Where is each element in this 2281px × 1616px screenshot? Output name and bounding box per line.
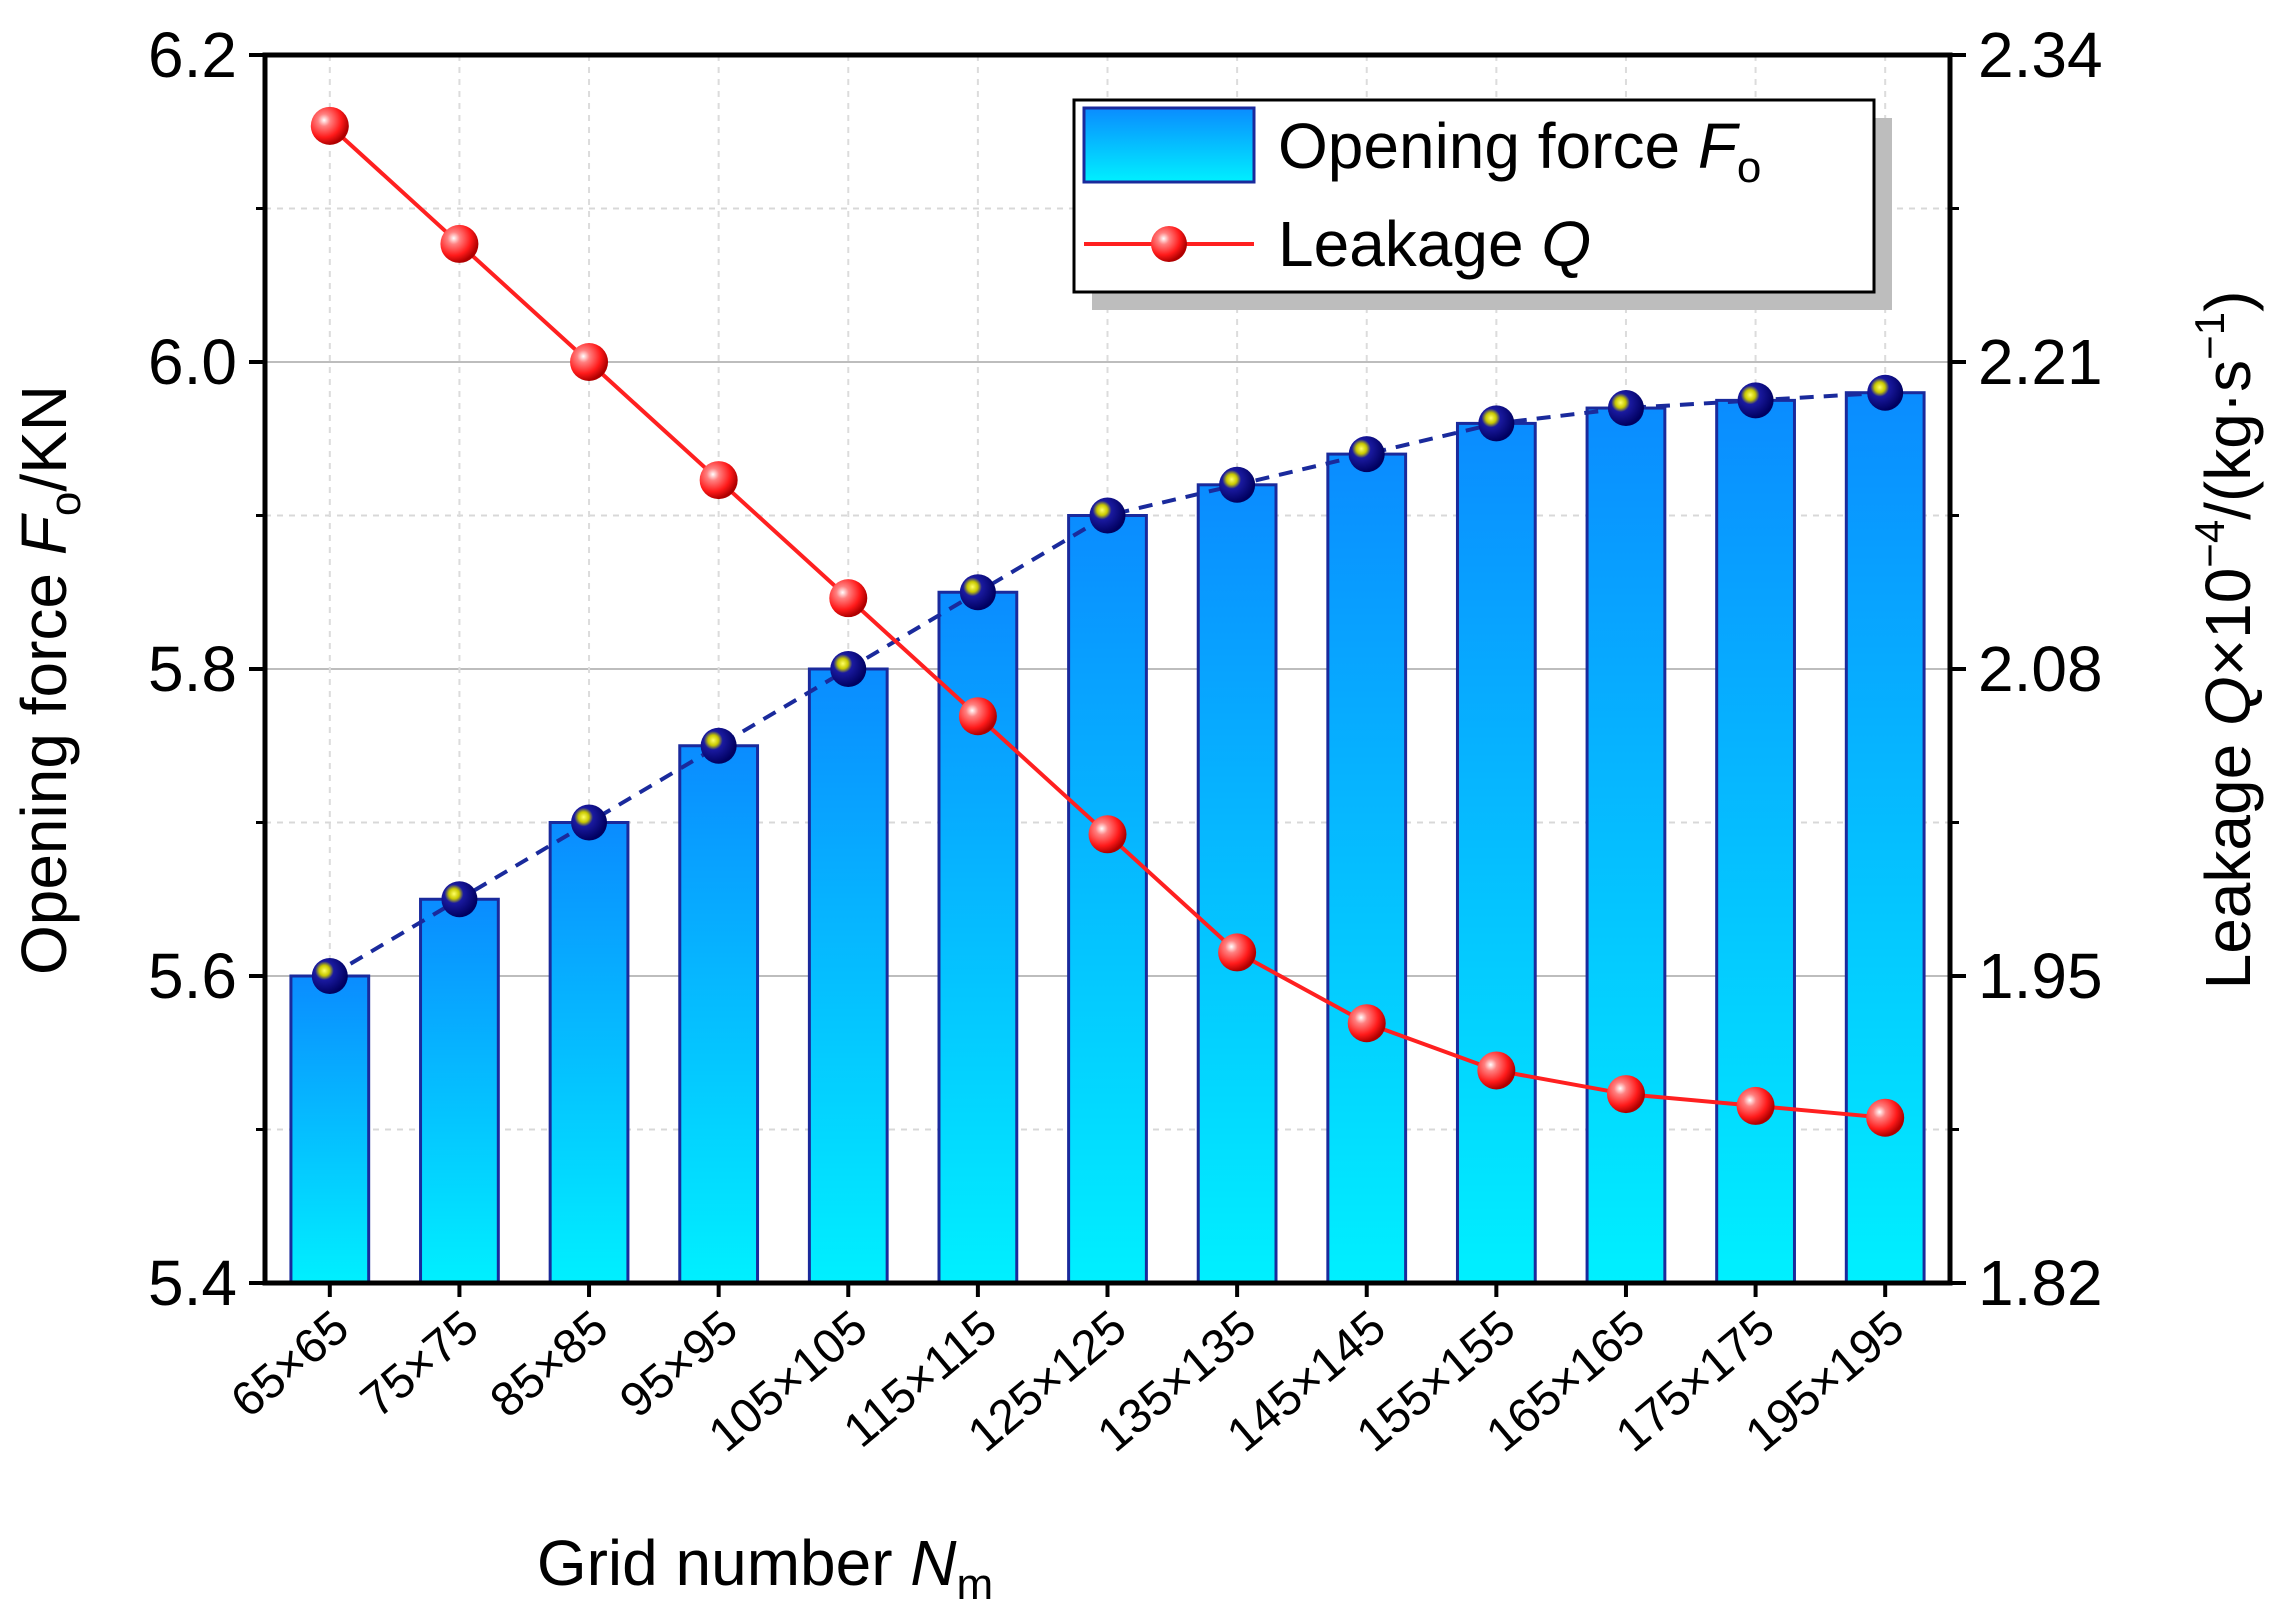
leakage-point	[829, 579, 868, 618]
bar-opening-force	[1067, 514, 1148, 1285]
opening-force-point	[1607, 390, 1644, 427]
bar-opening-force	[419, 897, 500, 1285]
leakage-point	[1477, 1051, 1516, 1090]
y-axis-left-title: Opening force Fo/KN	[8, 385, 90, 975]
leakage-point	[1347, 1004, 1386, 1043]
bar-opening-force	[289, 974, 371, 1285]
opening-force-point	[571, 804, 608, 841]
leakage-point	[570, 343, 609, 381]
y-axis-right-title-tail2: )	[2192, 291, 2264, 312]
bar-opening-force	[1455, 421, 1537, 1285]
x-axis-title-main: Grid number	[537, 1527, 910, 1599]
y-axis-left-title-tail: /KN	[8, 385, 80, 492]
opening-force-point	[1737, 382, 1774, 419]
bar-opening-force	[1585, 406, 1667, 1285]
x-axis-title: Grid number Nm	[537, 1527, 993, 1609]
opening-force-point	[830, 651, 867, 687]
y-left-tick-label: 5.8	[148, 633, 237, 705]
y-axis-right-title: Leakage Q×10−4/(kg·s−1)	[2186, 291, 2264, 990]
legend-bar-label: Opening force Fo	[1278, 110, 1761, 192]
y-left-tick-label: 5.6	[148, 940, 237, 1012]
leakage-point	[1736, 1086, 1775, 1125]
leakage-point	[440, 224, 479, 263]
bar-opening-force	[548, 821, 630, 1285]
x-tick-label: 75×75	[351, 1301, 488, 1428]
leakage-point	[958, 697, 997, 736]
leakage-point	[1088, 815, 1127, 854]
x-tick-label: 65×65	[222, 1301, 359, 1428]
y-axis-left-title-var: F	[8, 512, 80, 555]
opening-force-point	[1219, 466, 1256, 503]
y-axis-right-title-sup: −4	[2186, 520, 2233, 568]
opening-force-point	[311, 958, 348, 994]
leakage-point	[1218, 933, 1257, 972]
bar-opening-force	[1196, 483, 1278, 1285]
y-right-tick-label: 1.95	[1978, 940, 2103, 1012]
x-tick-label: 85×85	[481, 1301, 618, 1428]
opening-force-point	[959, 574, 996, 611]
bar-opening-force	[937, 590, 1019, 1285]
y-axis-right-title-sup2: −1	[2186, 312, 2233, 360]
legend-line-label: Leakage Q	[1278, 208, 1591, 280]
y-left-tick-label: 6.0	[148, 326, 237, 398]
leakage-point	[699, 461, 738, 500]
x-axis-title-sub: m	[957, 1560, 994, 1609]
y-right-tick-label: 1.82	[1978, 1247, 2103, 1319]
y-axis-left-title-main: Opening force	[8, 555, 80, 975]
opening-force-point	[1348, 436, 1385, 473]
trend-layer	[311, 374, 1904, 994]
bar-opening-force	[807, 667, 889, 1285]
leakage-point	[1866, 1098, 1905, 1137]
y-right-tick-label: 2.08	[1978, 633, 2103, 705]
opening-force-point	[1867, 374, 1904, 411]
leakage-line-layer	[310, 106, 1905, 1137]
leakage-point	[310, 106, 349, 145]
legend-line-label-main: Leakage	[1278, 208, 1541, 280]
legend-bar-label-var: F	[1698, 110, 1741, 182]
x-axis-title-var: N	[910, 1527, 957, 1599]
opening-force-point	[1089, 497, 1126, 534]
y-right-tick-label: 2.21	[1978, 326, 2103, 398]
y-left-tick-label: 5.4	[148, 1247, 237, 1319]
opening-force-point	[700, 727, 737, 764]
legend-line-label-var: Q	[1541, 208, 1591, 280]
legend-line-marker	[1151, 226, 1187, 262]
bar-opening-force	[1844, 391, 1926, 1285]
legend-bar-label-sub: o	[1737, 143, 1761, 192]
opening-force-point	[441, 881, 478, 918]
leakage-point	[1606, 1075, 1645, 1114]
y-left-tick-label: 6.2	[148, 19, 237, 91]
legend-bar-label-main: Opening force	[1278, 110, 1698, 182]
bar-opening-force	[1715, 398, 1796, 1285]
y-axis-left-title-sub: o	[41, 492, 90, 516]
bar-opening-force	[678, 744, 760, 1285]
opening-force-point	[1478, 405, 1515, 442]
y-axis-right-title-tail: /(kg·s	[2192, 360, 2264, 520]
bar-opening-force	[1326, 452, 1408, 1285]
legend-bar-swatch	[1082, 106, 1256, 184]
y-axis-right-title-main: Leakage	[2192, 726, 2264, 989]
y-axis-right-title-var: Q	[2192, 676, 2264, 726]
y-right-tick-label: 2.34	[1978, 19, 2103, 91]
y-axis-right-title-mid: ×10	[2192, 568, 2264, 677]
legend: Opening force Fo Leakage Q	[1072, 98, 1892, 310]
